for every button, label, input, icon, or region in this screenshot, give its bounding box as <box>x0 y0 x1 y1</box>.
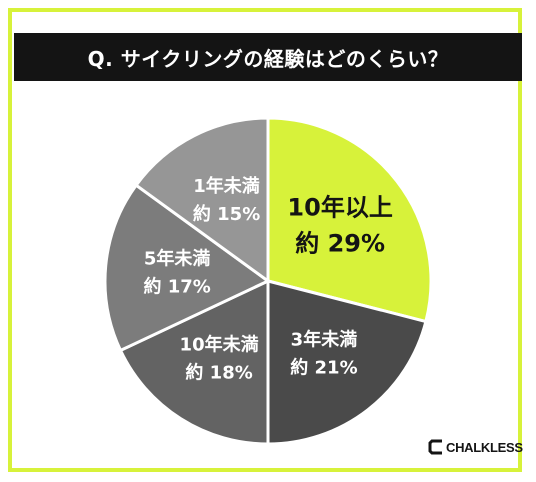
slice-label: 3年未満 <box>291 328 358 350</box>
slice-value-label: 約 29% <box>295 229 385 257</box>
pie-slice <box>119 279 270 446</box>
chart-frame <box>8 8 522 472</box>
chalkless-logo-icon <box>428 439 442 455</box>
pie-slice <box>103 183 270 352</box>
slice-label: 1年未満 <box>193 175 260 197</box>
pie-slice <box>266 279 428 446</box>
slice-label: 10年未満 <box>180 333 259 355</box>
slice-value-label: 約 21% <box>290 356 357 378</box>
slice-label: 5年未満 <box>144 248 211 270</box>
slice-value-label: 約 17% <box>143 276 210 298</box>
title-bar: Q. サイクリングの経験はどのくらい？ <box>14 33 522 81</box>
slice-value-label: 約 15% <box>193 203 260 225</box>
pie-slice <box>266 116 433 324</box>
slice-value-label: 約 18% <box>185 361 252 383</box>
slice-label: 10年以上 <box>287 193 392 221</box>
brand-name: CHALKLESS <box>446 439 523 455</box>
chart-title: Q. サイクリングの経験はどのくらい？ <box>87 46 449 71</box>
brand-logo: CHALKLESS <box>428 436 523 458</box>
pie-slice <box>134 116 270 283</box>
